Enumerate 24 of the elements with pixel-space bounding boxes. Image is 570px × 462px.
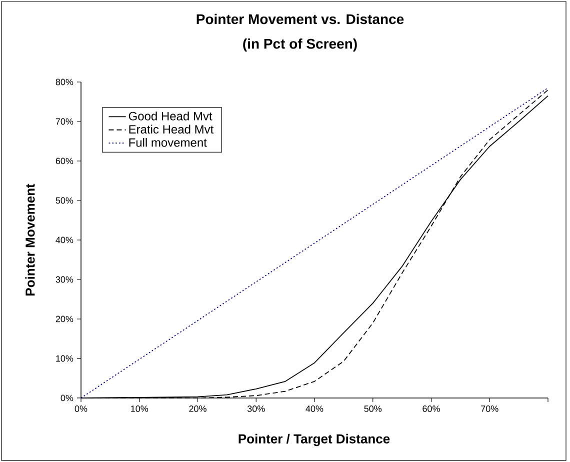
chart-subtitle: (in Pct of Screen) bbox=[243, 38, 357, 52]
y-tick-label: 40% bbox=[56, 236, 74, 244]
legend-label: Good Head Mvt bbox=[128, 112, 212, 120]
x-axis-title: Pointer / Target Distance bbox=[238, 434, 390, 446]
x-tick-label: 0% bbox=[74, 406, 88, 412]
y-tick-label: 60% bbox=[56, 158, 74, 164]
x-tick-label: 50% bbox=[364, 406, 382, 412]
x-tick-label: 60% bbox=[422, 406, 440, 412]
y-tick-label: 0% bbox=[60, 394, 74, 402]
y-axis-title: Pointer Movement bbox=[25, 184, 35, 296]
x-tick-label: 10% bbox=[131, 406, 148, 412]
y-tick-label: 30% bbox=[56, 276, 74, 283]
x-tick-label: 30% bbox=[247, 406, 265, 412]
legend-label: Full movement bbox=[129, 138, 207, 147]
x-tick-label: 40% bbox=[306, 406, 324, 412]
y-tick-label: 10% bbox=[56, 355, 74, 362]
y-tick-label: 50% bbox=[56, 197, 74, 204]
legend-label: Eratic Head Mvt bbox=[129, 124, 214, 134]
x-tick-label: 20% bbox=[189, 406, 206, 412]
y-tick-label: 20% bbox=[56, 316, 74, 322]
y-tick-label: 70% bbox=[56, 118, 74, 125]
chart-title: Pointer Movement vs. Distance bbox=[196, 14, 404, 24]
y-tick-label: 80% bbox=[56, 78, 74, 86]
x-tick-label: 70% bbox=[481, 406, 498, 412]
